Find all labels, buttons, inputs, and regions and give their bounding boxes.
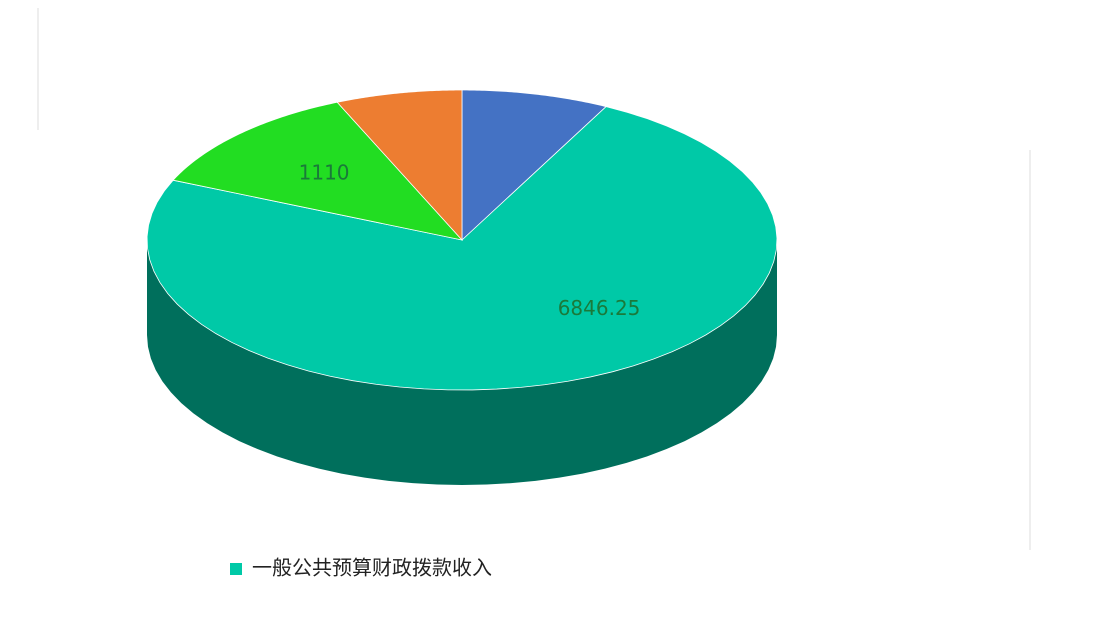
legend: 一般公共预算财政拨款收入 xyxy=(230,556,492,580)
pie: 6846.25 1110 xyxy=(146,89,778,485)
value-label: 1110 xyxy=(299,161,350,185)
slice xyxy=(172,101,464,241)
slice xyxy=(461,89,607,241)
slice xyxy=(336,89,463,242)
slice-side xyxy=(147,240,777,485)
slice xyxy=(146,106,778,391)
value-label: 6846.25 xyxy=(558,296,641,320)
legend-swatch xyxy=(230,563,242,575)
legend-label: 一般公共预算财政拨款收入 xyxy=(252,556,492,580)
